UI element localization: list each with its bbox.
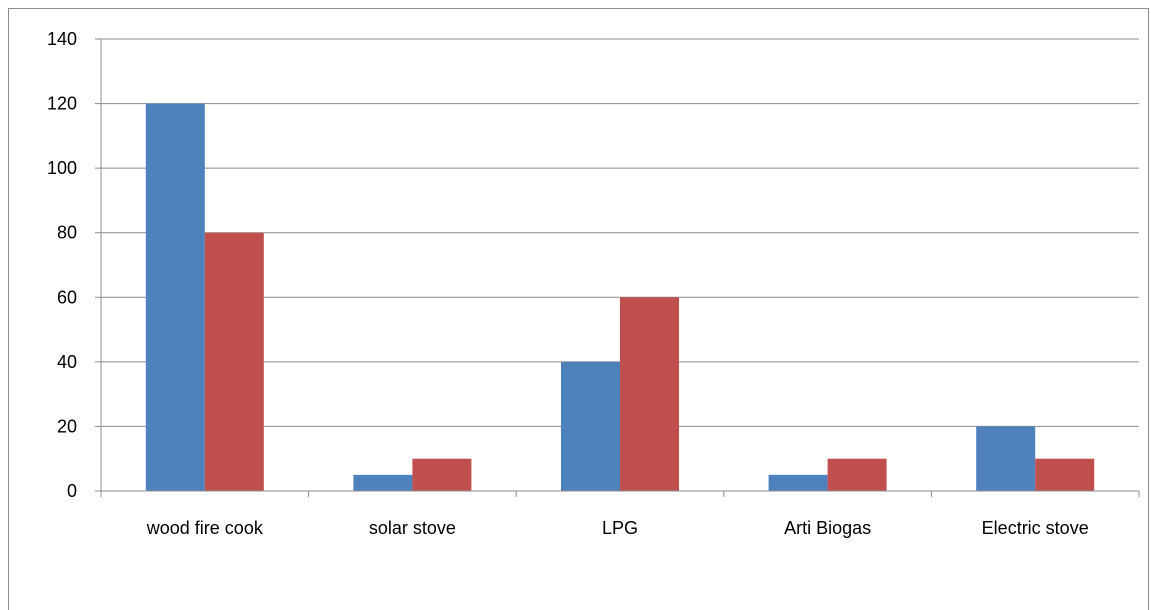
x-category-label: Electric stove <box>982 518 1089 538</box>
x-category-label: solar stove <box>369 518 456 538</box>
y-tick-label: 80 <box>57 223 77 243</box>
bar-series1-arti-biogas <box>768 474 828 491</box>
bar-series1-lpg <box>561 361 620 491</box>
tick-labels: 0 20 40 60 80 100 120 140 wood fire cook solar st… <box>47 29 1089 538</box>
bar-series1-solar-stove <box>353 474 413 491</box>
y-tick-label: 100 <box>47 158 77 178</box>
y-tick-label: 0 <box>67 481 77 501</box>
y-tick-label: 60 <box>57 287 77 307</box>
bar-series2-wood-fire-cook <box>204 232 264 491</box>
y-tick-label: 40 <box>57 352 77 372</box>
bar-series2-solar-stove <box>412 458 472 491</box>
x-category-label: wood fire cook <box>146 518 264 538</box>
bar-series1-electric-stove <box>976 426 1036 491</box>
bar-series1-wood-fire-cook <box>145 103 205 492</box>
x-category-label: Arti Biogas <box>784 518 871 538</box>
y-tick-label: 120 <box>47 94 77 114</box>
axes <box>95 38 1140 497</box>
bars <box>145 103 1095 492</box>
y-tick-label: 20 <box>57 416 77 436</box>
y-tick-label: 140 <box>47 29 77 49</box>
bar-series2-lpg <box>620 297 679 491</box>
x-category-label: LPG <box>602 518 638 538</box>
bar-series2-arti-biogas <box>827 458 887 491</box>
bar-series2-electric-stove <box>1035 458 1095 491</box>
